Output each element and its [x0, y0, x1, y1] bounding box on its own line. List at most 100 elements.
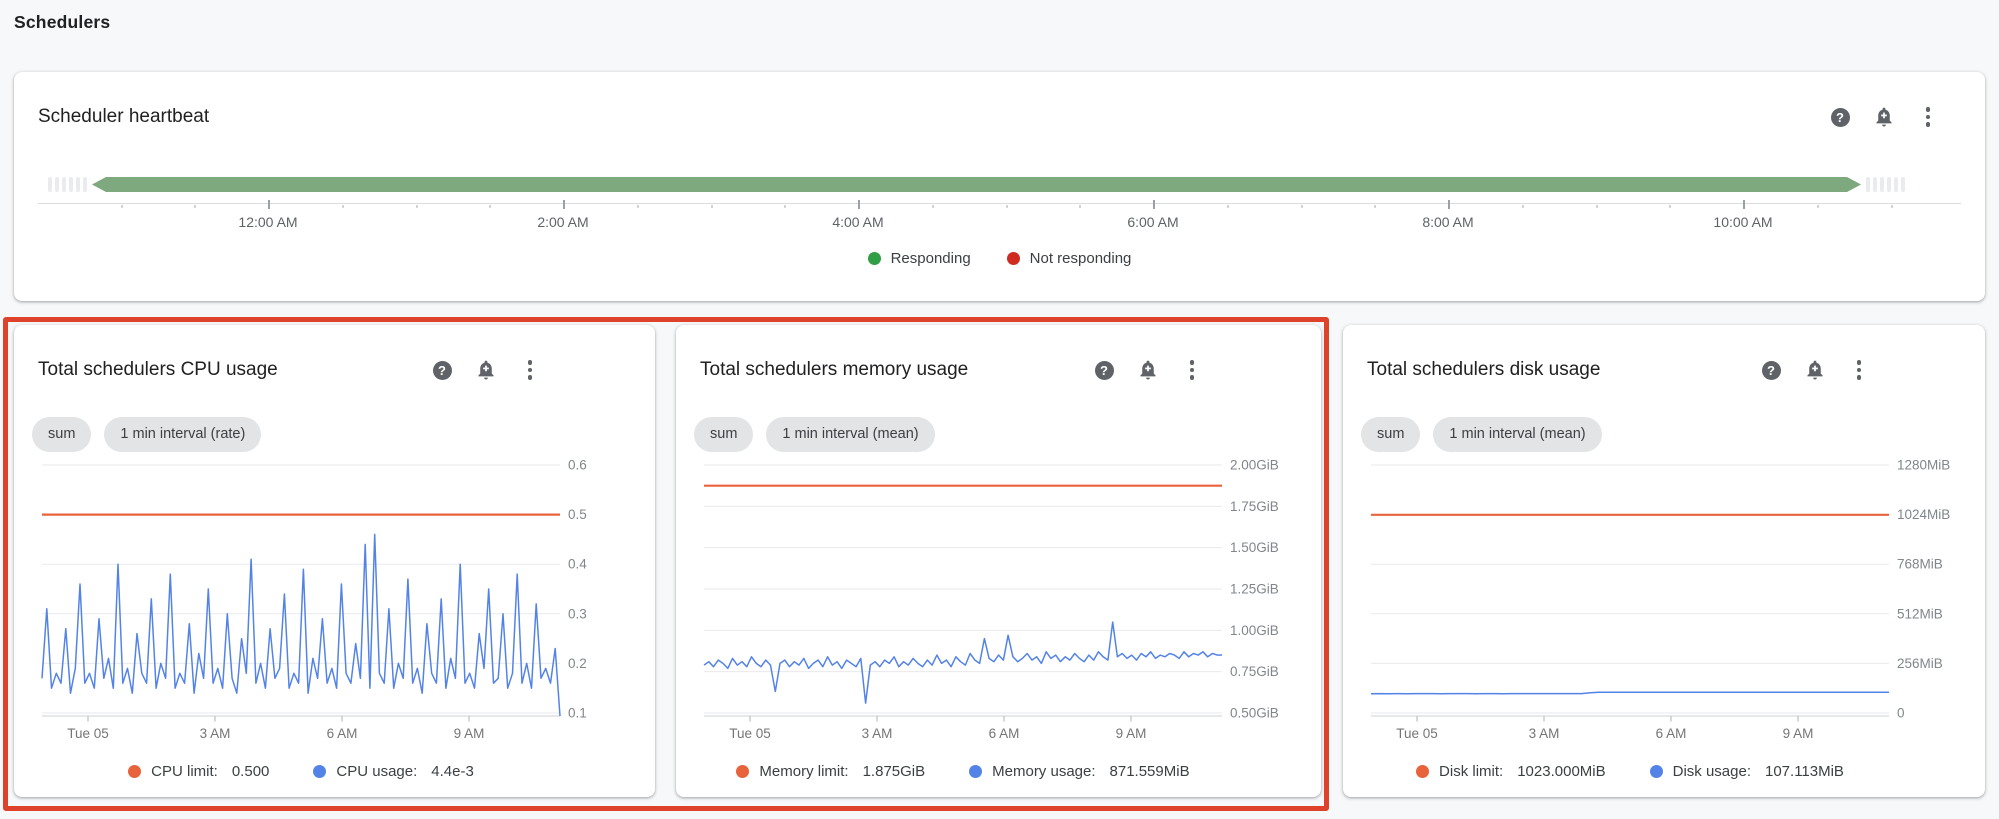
heartbeat-timeline: [14, 177, 1985, 192]
legend-dot: [867, 252, 881, 265]
aggregation-chips: sum 1 min interval (mean): [1361, 417, 1602, 452]
legend-value: 0.500: [231, 763, 270, 780]
help-icon[interactable]: ?: [431, 358, 453, 382]
heartbeat-bar-responding: [92, 177, 1861, 192]
help-icon[interactable]: ?: [1829, 105, 1851, 129]
axis-tick-major: [268, 200, 270, 209]
axis-tick-minor: [1669, 205, 1672, 208]
x-axis-label: Tue 05: [67, 726, 109, 741]
help-icon[interactable]: ?: [1760, 358, 1782, 382]
axis-line: [38, 203, 1961, 204]
time-label: 12:00 AM: [238, 214, 298, 230]
time-label: 10:00 AM: [1713, 214, 1773, 230]
disk-chart[interactable]: 0 256MiB 512MiB 768MiB 1024MiB 1280MiB Tue 05 3…: [1343, 455, 1985, 755]
axis-tick-minor: [784, 205, 787, 208]
axis-tick-major: [1743, 200, 1745, 209]
page-title: Schedulers: [14, 12, 111, 32]
cpu-chart[interactable]: 0.1 0.2 0.3 0.4 0.5 0.6 Tue 05 3 AM 6 AM 9 AM: [14, 455, 655, 755]
chart-legend: Memory limit: 1.875GiB Memory usage: 871.55…: [676, 763, 1250, 780]
chip-sum[interactable]: sum: [694, 417, 754, 452]
axis-tick-minor: [636, 205, 639, 208]
axis-tick-minor: [415, 205, 418, 208]
more-options-icon[interactable]: [519, 358, 541, 382]
timeline-edge-dashes-left: [48, 177, 87, 192]
axis-tick-minor: [931, 205, 934, 208]
card-actions: ?: [1760, 358, 1870, 382]
axis-tick-major: [1448, 200, 1450, 209]
x-axis-label: 6 AM: [1656, 726, 1687, 741]
axis-tick-minor: [120, 205, 123, 208]
chart-legend: CPU limit: 0.500 CPU usage: 4.4e-3: [14, 763, 588, 780]
legend-label: Disk usage:: [1672, 763, 1751, 780]
chip-1-min-interval-mean-[interactable]: 1 min interval (mean): [766, 417, 935, 452]
time-axis: 12:00 AM 2:00 AM 4:00 AM 6:00 AM 8:00 AM 10:0…: [14, 200, 1985, 243]
legend-item: Disk limit: 1023.000MiB: [1416, 763, 1606, 780]
legend-label: Memory usage:: [992, 763, 1096, 780]
legend-dot: [1006, 252, 1020, 265]
time-label: 6:00 AM: [1127, 214, 1179, 230]
y-axis-label: 1280MiB: [1897, 458, 1950, 473]
memory-usage-card: Total schedulers memory usage ? sum 1 min…: [676, 325, 1321, 797]
add-alert-icon[interactable]: [1873, 105, 1895, 129]
y-axis-label: 1.75GiB: [1230, 499, 1279, 514]
y-axis-label: 0: [1897, 706, 1905, 721]
more-options-icon[interactable]: [1917, 105, 1939, 129]
axis-tick-minor: [1890, 205, 1893, 208]
legend-dot: [969, 765, 983, 778]
add-alert-icon[interactable]: [1137, 358, 1159, 382]
x-axis-label: 3 AM: [200, 726, 231, 741]
x-axis-label: 3 AM: [862, 726, 893, 741]
legend-item: CPU usage: 4.4e-3: [313, 763, 474, 780]
legend-label: Memory limit:: [759, 763, 849, 780]
memory-chart[interactable]: 0.50GiB 0.75GiB 1.00GiB 1.25GiB 1.50GiB 1.75G…: [676, 455, 1321, 755]
chip-1-min-interval-mean-[interactable]: 1 min interval (mean): [1433, 417, 1602, 452]
x-axis-label: 3 AM: [1529, 726, 1560, 741]
add-alert-icon[interactable]: [1804, 358, 1826, 382]
aggregation-chips: sum 1 min interval (rate): [32, 417, 262, 452]
y-axis-label: 512MiB: [1897, 606, 1943, 621]
legend-dot: [1416, 765, 1430, 778]
y-axis-label: 0.5: [568, 507, 587, 522]
axis-tick-minor: [1374, 205, 1377, 208]
scheduler-heartbeat-card: Scheduler heartbeat ? 12:00 AM 2:00 AM 4:0…: [14, 72, 1985, 301]
axis-tick-minor: [1521, 205, 1524, 208]
axis-tick-minor: [1595, 205, 1598, 208]
chip-1-min-interval-rate-[interactable]: 1 min interval (rate): [104, 417, 262, 452]
legend-dot: [128, 765, 142, 778]
chart-legend: Disk limit: 1023.000MiB Disk usage: 107.113…: [1343, 763, 1917, 780]
y-axis-label: 256MiB: [1897, 656, 1943, 671]
y-axis-label: 0.1: [568, 706, 587, 721]
legend-dot: [313, 765, 327, 778]
chip-sum[interactable]: sum: [1361, 417, 1421, 452]
axis-tick-minor: [1079, 205, 1082, 208]
cpu-usage-card: Total schedulers CPU usage ? sum 1 min in…: [14, 325, 655, 797]
y-axis-label: 0.2: [568, 656, 587, 671]
axis-tick-minor: [194, 205, 197, 208]
legend-label: CPU limit:: [151, 763, 218, 780]
more-options-icon[interactable]: [1181, 358, 1203, 382]
x-axis-label: Tue 05: [729, 726, 771, 741]
card-actions: ?: [431, 358, 541, 382]
heartbeat-legend: Responding Not responding: [14, 250, 1985, 267]
y-axis-label: 0.75GiB: [1230, 664, 1279, 679]
legend-dot: [736, 765, 750, 778]
legend-label: Disk limit:: [1439, 763, 1504, 780]
card-actions: ?: [1829, 105, 1939, 129]
legend-item: Not responding: [1006, 250, 1131, 267]
chip-sum[interactable]: sum: [32, 417, 92, 452]
memory-usage-line: [703, 621, 1223, 704]
y-axis-label: 2.00GiB: [1230, 458, 1279, 473]
help-icon[interactable]: ?: [1093, 358, 1115, 382]
x-axis-label: 9 AM: [454, 726, 485, 741]
axis-tick-minor: [1816, 205, 1819, 208]
card-title: Total schedulers disk usage: [1367, 359, 1601, 380]
timeline-edge-dashes-right: [1866, 177, 1905, 192]
legend-value: 107.113MiB: [1765, 763, 1844, 780]
axis-tick-major: [1153, 200, 1155, 209]
y-axis-label: 1024MiB: [1897, 507, 1950, 522]
axis-tick-minor: [710, 205, 713, 208]
card-title: Scheduler heartbeat: [38, 106, 210, 127]
legend-item: CPU limit: 0.500: [128, 763, 269, 780]
more-options-icon[interactable]: [1848, 358, 1870, 382]
add-alert-icon[interactable]: [475, 358, 497, 382]
